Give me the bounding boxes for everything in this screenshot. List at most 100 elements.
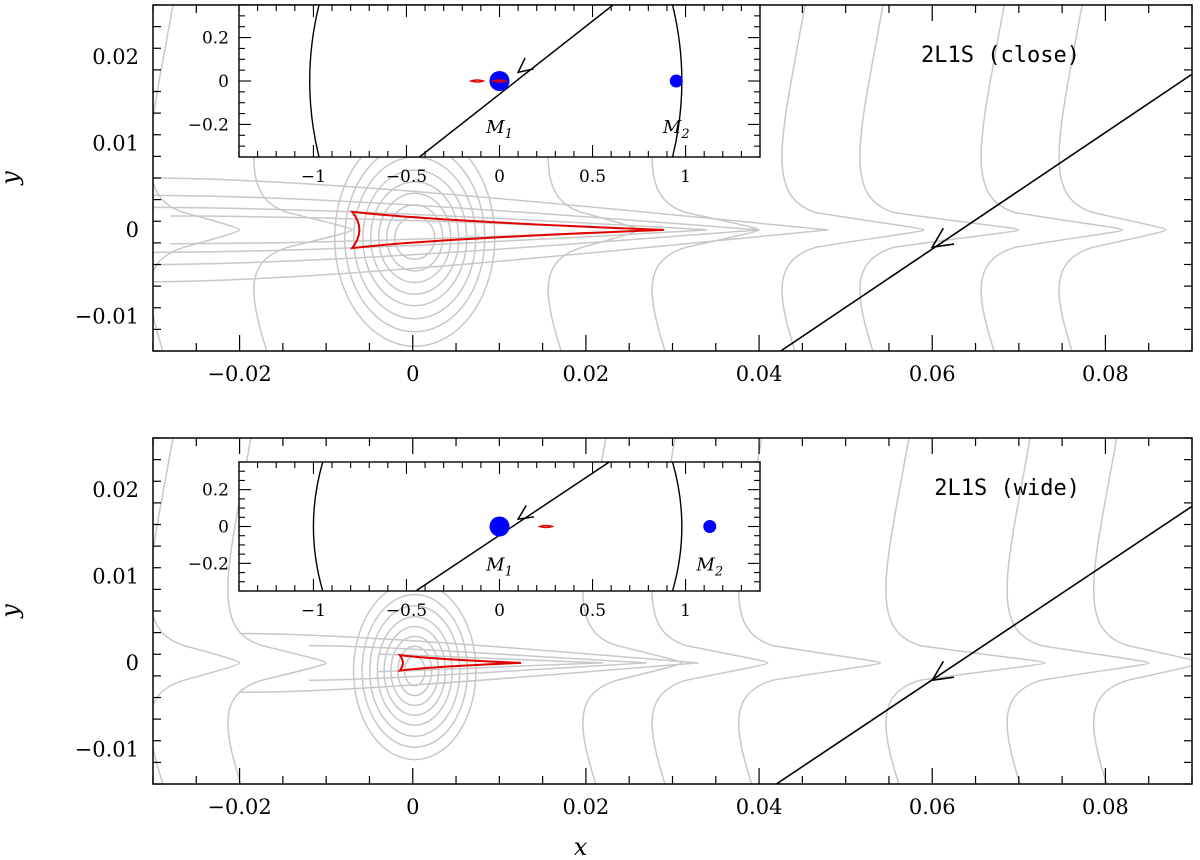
panel-1: −0.02 0 0.02 0.04 0.06 0.08 −0.01 0 0.01 0.02 y 2L1…	[0, 4, 1193, 386]
trajectory-arrow	[930, 660, 955, 682]
contour-lobe	[153, 177, 829, 283]
x-axis-label: x	[574, 833, 588, 860]
inset: M1 M2−1 −0.5 0 0.5 1−0.200.2	[188, 4, 761, 187]
mass-symbol: M	[662, 117, 682, 138]
inset-x-tick-label: 0.5	[579, 167, 606, 187]
inset-x-tick-label: 1	[680, 601, 691, 621]
inset-trajectory-arrow	[516, 57, 534, 74]
mass-subscript: 2	[714, 565, 723, 580]
inset-plot	[312, 462, 717, 591]
caustic	[397, 653, 522, 672]
contour-wave	[153, 5, 241, 351]
panel-label: 2L1S (close)	[921, 43, 1080, 68]
inset-x-tick-label: −1	[301, 601, 326, 621]
inset-ticks	[238, 461, 761, 592]
mass-label: M2	[695, 555, 723, 580]
contour-wave	[1006, 438, 1150, 784]
x-tick-label: 0.04	[736, 362, 783, 386]
mass-1	[489, 516, 510, 537]
y-tick-label: −0.01	[75, 737, 139, 761]
inset-x-tick-label: 0	[494, 601, 505, 621]
contour-ring	[361, 593, 469, 749]
panel-label: 2L1S (wide)	[934, 476, 1080, 501]
y-axis-label: y	[0, 604, 24, 619]
mass-2	[669, 74, 683, 88]
y-tick-label: 0	[126, 218, 139, 242]
contour-wave	[980, 5, 1124, 351]
mass-1	[489, 71, 510, 91]
source-trajectory	[780, 73, 1192, 351]
x-tick-label: −0.02	[207, 795, 271, 819]
contour-lobe	[378, 653, 604, 673]
contour-wave	[1092, 438, 1192, 784]
mass-label: M1	[485, 117, 513, 142]
inset-ticks	[238, 4, 761, 158]
inset-caustic	[537, 524, 555, 529]
contour-wave	[781, 5, 925, 351]
contour-wave	[859, 5, 1020, 351]
inset: M1 M2−1 −0.5 0 0.5 1−0.200.2	[188, 461, 761, 621]
inset-y-tick-label: 0	[218, 72, 229, 92]
mass-label: M2	[662, 117, 690, 142]
x-tick-label: 0.02	[563, 795, 610, 819]
inset-caustic	[491, 79, 508, 83]
y-tick-label: 0.02	[92, 45, 139, 69]
mass-subscript: 2	[680, 127, 689, 142]
inset-x-tick-label: 0.5	[579, 601, 606, 621]
plot-area	[153, 5, 1192, 351]
contour-ring	[368, 604, 461, 737]
mass-subscript: 1	[505, 127, 513, 142]
y-tick-label: −0.01	[75, 304, 139, 328]
y-tick-label: 0.01	[92, 131, 139, 155]
y-tick-label: 0	[126, 651, 139, 675]
y-tick-label: 0.01	[92, 564, 139, 588]
inset-x-tick-label: 1	[680, 167, 691, 187]
inset-y-tick-label: −0.2	[188, 115, 229, 135]
inset-plot	[309, 5, 683, 157]
contour-lobe	[239, 632, 699, 694]
y-axis-label: y	[0, 171, 24, 186]
magnification-contours	[153, 438, 1192, 784]
trajectory-arrow	[930, 227, 955, 249]
contour-wave	[227, 438, 327, 784]
x-tick-label: 0.06	[909, 795, 956, 819]
inset-trajectory	[415, 462, 610, 591]
mass-label: M1	[485, 555, 513, 580]
mass-symbol: M	[695, 555, 715, 576]
inset-trajectory	[419, 5, 614, 157]
plot-area	[153, 438, 1192, 784]
mass-2	[703, 520, 717, 533]
contour-wave	[1058, 5, 1167, 351]
mass-subscript: 1	[505, 565, 513, 580]
inset-caustic	[468, 79, 486, 83]
critical-curve	[312, 462, 324, 591]
mass-symbol: M	[485, 117, 505, 138]
inset-y-tick-label: 0.2	[202, 29, 229, 49]
x-tick-label: 0.08	[1082, 362, 1129, 386]
mass-symbol: M	[485, 555, 505, 576]
x-tick-label: 0.06	[909, 362, 956, 386]
critical-curve	[309, 5, 320, 157]
inset-y-tick-label: −0.2	[188, 554, 229, 574]
x-tick-label: 0.08	[1082, 795, 1129, 819]
inset-y-tick-label: 0.2	[202, 481, 229, 501]
x-tick-label: −0.02	[207, 362, 271, 386]
x-tick-label: 0.04	[736, 795, 783, 819]
contour-lobe	[153, 206, 708, 254]
caustic	[349, 210, 664, 250]
x-tick-label: 0	[406, 362, 419, 386]
contour-wave	[153, 438, 241, 784]
ticks	[152, 437, 1193, 785]
contour-ring	[376, 615, 453, 726]
contour-lobe	[308, 644, 647, 681]
x-tick-label: 0	[406, 795, 419, 819]
critical-curve	[671, 462, 683, 591]
inset-x-tick-label: 0	[494, 167, 505, 187]
inset-trajectory-arrow	[516, 504, 535, 521]
contour-lobe	[170, 215, 656, 245]
source-trajectory	[775, 505, 1192, 784]
y-tick-label: 0.02	[92, 478, 139, 502]
panel-2: −0.02 0 0.02 0.04 0.06 0.08 −0.01 0 0.01 0.02 y x 2L…	[0, 437, 1193, 860]
inset-x-tick-label: −0.5	[386, 167, 427, 187]
